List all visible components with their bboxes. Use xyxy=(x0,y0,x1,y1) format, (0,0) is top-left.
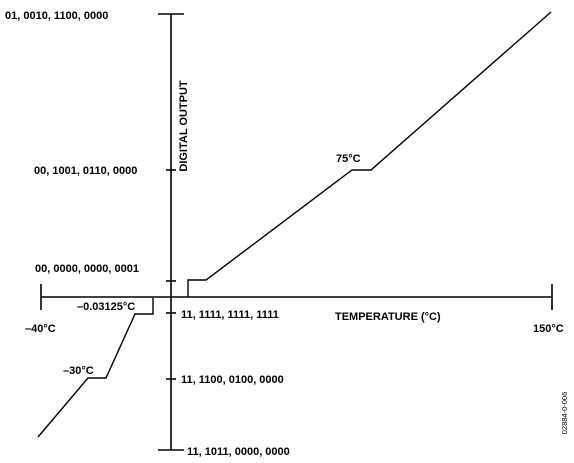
output-code-label: 11, 1011, 0000, 0000 xyxy=(187,446,290,458)
output-code-label: 11, 1100, 0100, 0000 xyxy=(181,374,284,386)
temp-minus-0-03125c-label: –0.03125°C xyxy=(77,301,135,313)
x-min-label: –40°C xyxy=(25,323,56,335)
output-code-label: 01, 0010, 1100, 0000 xyxy=(5,10,108,22)
output-code-label: 11, 1111, 1111, 1111 xyxy=(181,309,279,321)
positive-transfer-curve xyxy=(187,11,552,297)
temp-minus-30c-label: –30°C xyxy=(63,365,94,377)
negative-transfer-curve xyxy=(37,298,154,438)
output-code-label: 00, 0000, 0000, 0001 xyxy=(35,263,139,275)
x-axis-title: TEMPERATURE (°C) xyxy=(335,311,441,323)
figure-reference: 02884-0-006 xyxy=(560,392,569,435)
x-max-label: 150°C xyxy=(533,323,564,335)
output-code-label: 00, 1001, 0110, 0000 xyxy=(34,165,137,177)
y-axis-title: DIGITAL OUTPUT xyxy=(178,80,190,172)
temp-75c-label: 75°C xyxy=(336,153,361,165)
